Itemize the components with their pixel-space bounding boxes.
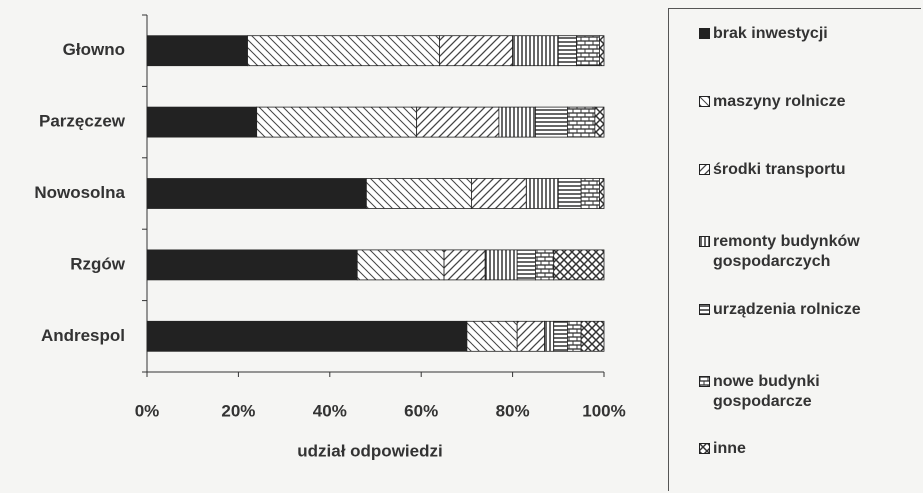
bar-segment: [443, 249, 486, 281]
bar-segment: [557, 178, 582, 209]
legend: brak inwestycji maszyny rolnicze środki tr…: [668, 8, 921, 491]
bar-segment: [466, 320, 518, 352]
x-tick-label: 60%: [404, 401, 438, 420]
bar-segment: [439, 35, 514, 67]
legend-entry: środki transportu: [699, 160, 899, 180]
bar-segment: [580, 178, 600, 209]
bar-segment: [599, 35, 605, 67]
legend-swatch: [699, 164, 710, 175]
bar-segment: [516, 320, 545, 352]
x-tick-label: 0%: [135, 401, 160, 420]
bar-segment: [146, 249, 358, 281]
bar-segment: [576, 35, 600, 67]
bar-segment: [544, 320, 555, 352]
x-axis-label: udział odpowiedzi: [297, 441, 442, 460]
x-tick-label: 100%: [582, 401, 625, 420]
bar-segment: [512, 35, 559, 67]
legend-label: urządzenia rolnicze: [713, 301, 861, 318]
legend-swatch: [699, 28, 710, 39]
bar-segment: [525, 178, 559, 209]
legend-entry: remonty budynków gospodarczych: [699, 232, 899, 272]
bar-segment: [535, 249, 555, 281]
y-tick-label: Parzęczew: [39, 112, 126, 131]
bar-segment: [498, 106, 536, 138]
bar-segment: [356, 249, 445, 281]
bar-segment: [567, 320, 582, 352]
legend-swatch: [699, 96, 710, 107]
chart: udział odpowiedzi 0% 20% 40% 60% 80% 100% Głow…: [34, 14, 626, 460]
legend-swatch: [699, 304, 710, 315]
x-tick-label: 40%: [313, 401, 347, 420]
bar-segment: [146, 178, 367, 209]
legend-swatch: [699, 376, 710, 387]
bar-segment: [553, 249, 605, 281]
bar-segment: [416, 106, 500, 138]
bar-segment: [599, 178, 605, 209]
bar-segment: [256, 106, 418, 138]
legend-entry: maszyny rolnicze: [699, 92, 899, 112]
legend-swatch: [699, 236, 710, 247]
legend-entry: nowe budynki gospodarcze: [699, 372, 899, 412]
legend-entry: urządzenia rolnicze: [699, 300, 899, 320]
legend-label: środki transportu: [713, 161, 846, 178]
bar-segment: [471, 178, 527, 209]
bar-segment: [594, 106, 605, 138]
bar-segment: [146, 320, 468, 352]
legend-label: nowe budynki gospodarcze: [713, 373, 820, 410]
bar-segment: [557, 35, 577, 67]
bar-segment: [146, 35, 248, 67]
legend-entry: brak inwestycji: [699, 24, 899, 44]
bar-segment: [580, 320, 605, 352]
bar-segment: [146, 106, 258, 138]
y-tick-label: Andrespol: [41, 326, 125, 345]
x-tick-label: 20%: [221, 401, 255, 420]
legend-entry: inne: [699, 439, 899, 459]
legend-swatch: [699, 443, 710, 454]
bar-segment: [535, 106, 568, 138]
bar-segment: [484, 249, 518, 281]
y-tick-label: Rzgów: [70, 254, 126, 273]
bar-segment: [553, 320, 568, 352]
legend-label: brak inwestycji: [713, 25, 828, 42]
bar-segment: [247, 35, 440, 67]
x-tick-label: 80%: [496, 401, 530, 420]
bar-segment: [365, 178, 472, 209]
legend-label: inne: [713, 440, 746, 457]
y-tick-label: Nowosolna: [34, 183, 125, 202]
legend-label: maszyny rolnicze: [713, 93, 846, 110]
legend-label: remonty budynków gospodarczych: [713, 233, 860, 270]
bar-segment: [516, 249, 536, 281]
bar-segment: [567, 106, 596, 138]
y-tick-label: Głowno: [63, 40, 125, 59]
